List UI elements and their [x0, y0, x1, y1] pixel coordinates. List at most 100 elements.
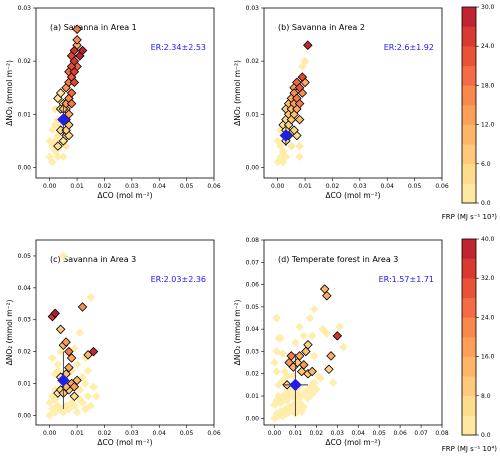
x-tick-label: 0.06 — [435, 183, 449, 190]
scatter-points — [45, 24, 88, 167]
data-point — [45, 411, 54, 420]
x-tick-label: 0.03 — [331, 430, 345, 437]
colorbar-top: 0.0 6.0 12.0 18.0 24.0 30.0 FRP (MJ s⁻¹ 10³) — [442, 4, 497, 221]
panel-title: (d) Temperate forest in Area 3 — [278, 255, 398, 264]
data-point — [310, 378, 319, 387]
data-point — [83, 366, 93, 375]
colorbar-band — [462, 376, 476, 397]
x-tick-label: 0.02 — [310, 430, 324, 437]
panel-c: (c) Savanna in Area 3 ER:2.03±2.36 ΔCO (… — [5, 239, 221, 447]
panel-title: (a) Savanna in Area 1 — [50, 23, 137, 32]
x-tick-label: 0.05 — [372, 430, 386, 437]
data-point — [53, 366, 63, 375]
data-point — [61, 337, 71, 347]
plot-frame — [263, 239, 443, 426]
x-tick-label: 0.00 — [268, 430, 282, 437]
data-point — [48, 125, 57, 135]
colorbar-frame — [461, 238, 477, 436]
data-point — [50, 308, 60, 319]
data-point — [310, 304, 319, 314]
colorbar-band — [462, 105, 476, 125]
axis-ticks: 0.00 0.01 0.02 0.03 0.04 0.05 0.06 0.07 0.08 0.00… — [246, 237, 449, 437]
data-point — [270, 358, 279, 367]
data-point — [326, 351, 336, 361]
colorbar-tick-label: 40.0 — [481, 236, 495, 243]
mean-marker — [289, 378, 302, 392]
y-tick-label: 0.01 — [246, 393, 260, 400]
data-point — [328, 378, 338, 387]
data-point — [297, 72, 308, 82]
y-tick-label: 0.04 — [18, 285, 32, 292]
colorbar-tick-label: 8.0 — [481, 393, 491, 400]
y-tick-label: 0.00 — [18, 164, 32, 171]
axis-ticks: 0.00 0.01 0.02 0.03 0.04 0.05 0.06 0.00 0.01 0.02… — [18, 5, 221, 190]
data-point — [53, 141, 63, 151]
colorbar-label: FRP (MJ s⁻¹ 10³) — [442, 213, 497, 221]
data-point — [48, 141, 57, 151]
data-point — [276, 141, 285, 151]
mean-marker-group — [282, 353, 308, 417]
data-point — [83, 392, 93, 401]
data-point — [278, 157, 288, 167]
scatter-points — [270, 284, 348, 423]
data-point — [72, 35, 82, 45]
data-point — [56, 404, 65, 414]
y-axis-label: ΔNO₂ (mmol m⁻²) — [5, 300, 14, 366]
y-tick-label: 0.07 — [246, 259, 260, 266]
data-point — [61, 401, 71, 411]
mean-marker-group — [279, 124, 293, 147]
data-point — [45, 136, 54, 146]
data-point — [282, 371, 292, 381]
data-point — [300, 56, 310, 66]
data-point — [294, 351, 305, 361]
data-point — [287, 391, 296, 401]
colorbar-band — [462, 46, 476, 67]
data-point — [50, 408, 60, 417]
colorbar-frame — [461, 6, 477, 204]
x-tick-label: 0.00 — [271, 183, 285, 190]
y-axis-label: ΔNO₂ (mmol m⁻²) — [5, 60, 14, 126]
data-point — [72, 24, 82, 35]
data-point — [299, 360, 309, 370]
x-tick-label: 0.01 — [70, 430, 84, 437]
y-tick-label: 0.04 — [246, 326, 260, 333]
data-point — [274, 380, 283, 390]
colorbar-bands — [462, 7, 476, 204]
data-point — [53, 152, 63, 161]
data-point — [59, 152, 68, 161]
colorbar-band — [462, 65, 476, 86]
data-point — [53, 131, 63, 140]
data-point — [45, 398, 54, 407]
data-point — [318, 324, 327, 334]
data-point — [301, 387, 311, 396]
data-point — [307, 331, 317, 341]
data-point — [301, 346, 311, 357]
y-tick-label: 0.03 — [18, 5, 32, 12]
data-point — [294, 114, 305, 125]
colorbar-band — [462, 26, 476, 47]
x-tick-label: 0.04 — [153, 183, 167, 190]
data-point — [335, 322, 344, 332]
data-point — [56, 120, 65, 130]
data-point — [303, 394, 313, 403]
x-tick-label: 0.04 — [381, 183, 395, 190]
data-point — [50, 385, 60, 395]
data-point — [59, 251, 68, 261]
colorbar-bands — [462, 239, 476, 436]
data-point — [50, 136, 60, 146]
y-tick-label: 0.03 — [246, 5, 260, 12]
x-tick-label: 0.07 — [414, 430, 428, 437]
data-point — [276, 125, 285, 135]
y-axis-label: ΔNO₂ (mmol m⁻²) — [233, 60, 242, 126]
x-tick-label: 0.06 — [207, 430, 221, 437]
data-point — [77, 302, 88, 312]
colorbar-tick-label: 24.0 — [481, 43, 495, 50]
x-tick-label: 0.04 — [352, 430, 366, 437]
data-point — [299, 402, 308, 412]
y-tick-label: 0.08 — [246, 237, 260, 244]
data-point — [64, 346, 74, 357]
x-tick-label: 0.03 — [125, 183, 139, 190]
panel-a: (a) Savanna in Area 1 ER:2.34±2.53 ΔCO (… — [5, 5, 221, 200]
scatter-points — [273, 40, 313, 167]
colorbar-band — [462, 297, 476, 318]
